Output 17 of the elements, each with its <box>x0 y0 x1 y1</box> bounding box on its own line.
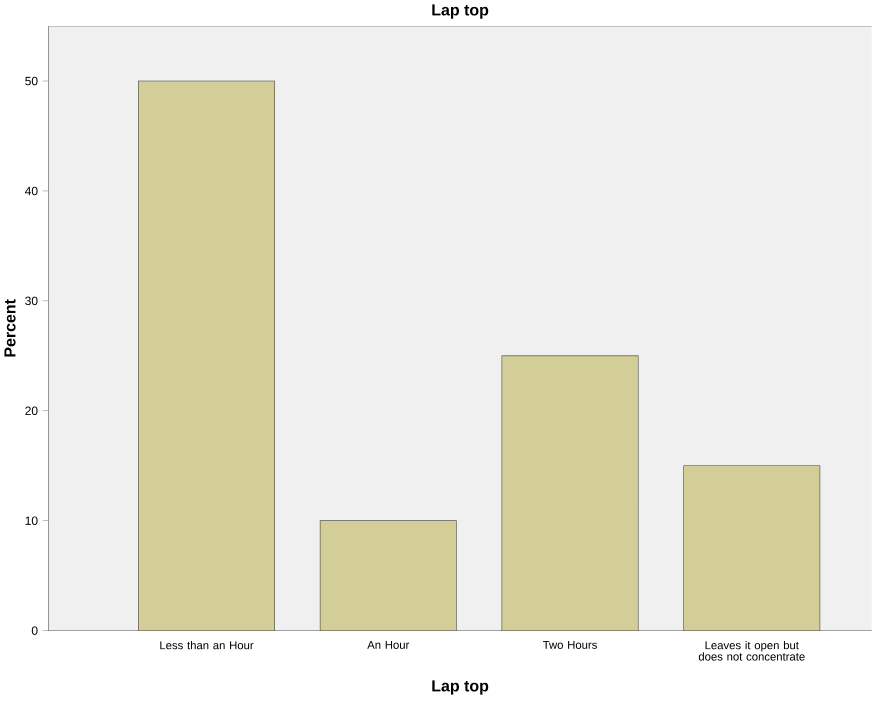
bar <box>320 520 457 630</box>
y-tick-label: 40 <box>24 186 38 195</box>
chart-title: Lap top <box>432 4 488 19</box>
x-axis-title: Lap top <box>432 680 488 694</box>
y-axis-title: Percent <box>4 299 16 356</box>
bar <box>683 465 820 630</box>
x-tick-label: An Hour <box>367 640 410 649</box>
y-tick-label: 20 <box>25 406 38 415</box>
bar <box>502 355 638 630</box>
x-tick-label: Less than an Hour <box>160 640 254 650</box>
x-tick-label: Leaves it open but does not concentrate <box>698 640 805 660</box>
x-tick-label: Two Hours <box>542 640 597 649</box>
bar <box>138 80 275 630</box>
y-tick-label: 0 <box>32 626 38 635</box>
y-tick-label: 30 <box>25 296 38 305</box>
y-tick-label: 10 <box>26 516 38 525</box>
y-tick-label: 50 <box>25 76 38 86</box>
